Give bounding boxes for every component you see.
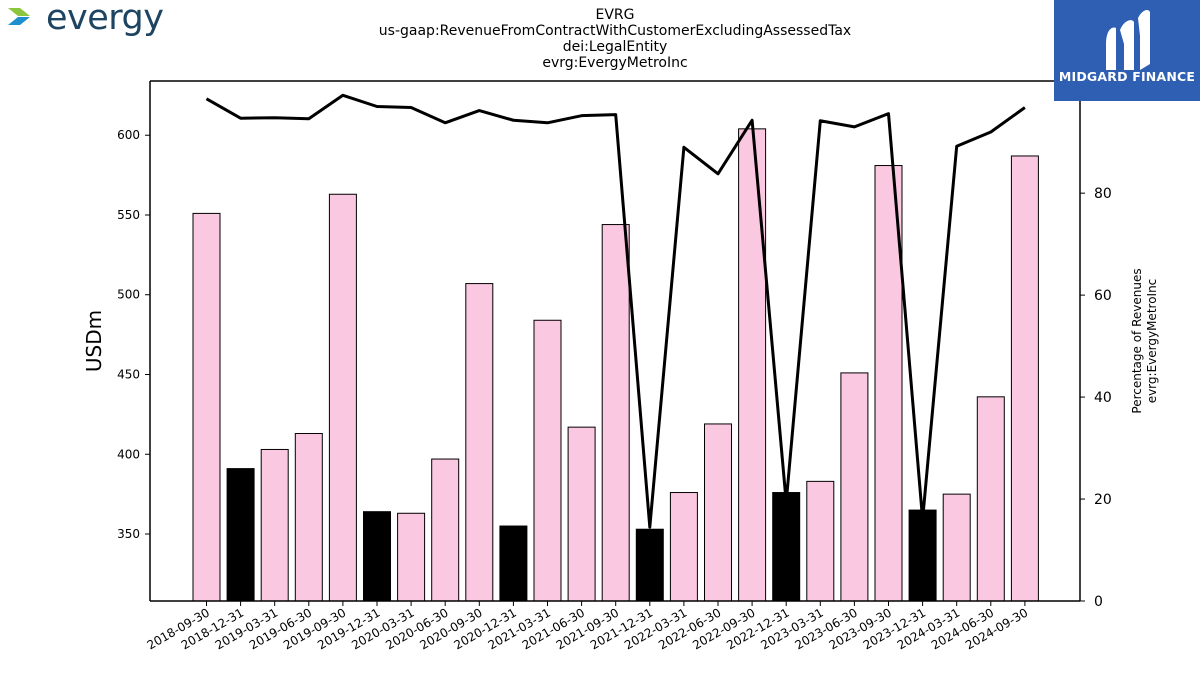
y-tick-label: 350 [117,527,140,541]
bar-2019-09-30 [328,193,357,602]
percentage-line [205,93,1026,529]
y2-tick-label: 60 [1094,288,1112,304]
bar-2020-09-30 [465,283,494,602]
bar-2021-12-31 [635,528,664,602]
bar-2023-06-30 [840,372,869,602]
evergy-logo-text: evergy [46,0,164,38]
title-line-ticker: EVRG [595,7,635,23]
bar-2022-12-31 [772,492,801,602]
bar-2021-06-30 [567,426,596,602]
bar-2022-09-30 [738,128,767,602]
y-axis-label: USDm [82,310,106,372]
bar-2020-03-31 [397,512,426,602]
bar-2019-06-30 [294,433,323,602]
bar-2021-03-31 [533,319,562,602]
bar-2022-06-30 [704,423,732,602]
bar-2018-09-30 [192,212,221,602]
y2-tick-label: 0 [1094,594,1103,610]
y2-axis-label-line: Percentage of Revenues [1130,268,1144,413]
bar-2022-03-31 [669,492,698,602]
bar-2020-12-31 [499,525,528,602]
bar-2019-03-31 [260,448,289,602]
y-tick-label: 400 [117,447,140,461]
bar-2018-12-31 [226,468,255,602]
y2-tick-label: 40 [1094,390,1112,406]
y-tick-label: 450 [117,367,140,381]
chart-title: EVRG us-gaap:RevenueFromContractWithCust… [330,7,900,71]
title-line-concept: us-gaap:RevenueFromContractWithCustomerE… [378,23,852,39]
bar-2024-03-31 [942,493,971,602]
y-tick-label: 600 [117,128,140,142]
y-tick-label: 500 [117,288,140,302]
y-tick-label: 550 [117,208,140,222]
evergy-chevron-icon [8,8,30,25]
bar-2020-06-30 [431,458,460,602]
bar-2023-12-31 [908,509,937,602]
bar-2019-12-31 [363,511,391,602]
bar-2023-03-31 [806,480,835,602]
title-line-member: evrg:EvergyMetroInc [542,55,688,71]
y2-axis-label-line: evrg:EvergyMetroInc [1145,279,1159,404]
bar-2024-09-30 [1010,155,1039,602]
title-line-dimension: dei:LegalEntity [562,39,668,55]
midgard-finance-logo: MIDGARD FINANCE [1054,0,1200,101]
y2-tick-label: 20 [1094,492,1112,508]
bar-2024-06-30 [976,396,1005,602]
midgard-finance-text: MIDGARD FINANCE [1058,69,1196,84]
midgard-emblem-icon [1106,10,1150,70]
y2-tick-label: 80 [1094,186,1112,202]
bar-2021-09-30 [601,224,630,602]
evergy-logo: evergy [6,0,186,44]
